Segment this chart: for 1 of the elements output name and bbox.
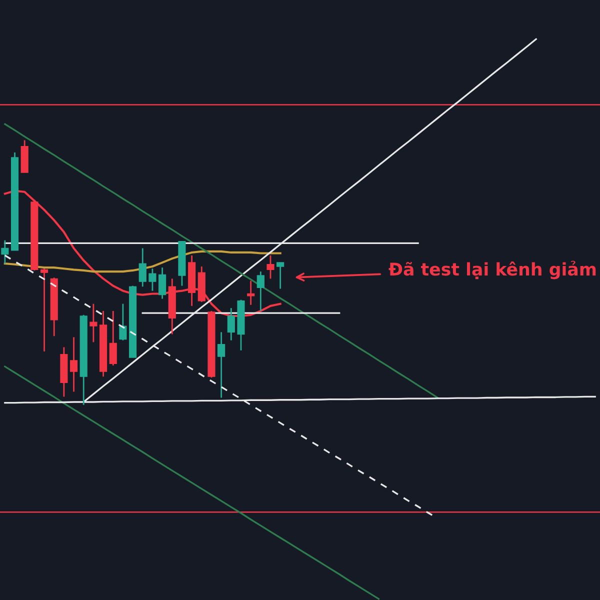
annotation: Đã test lại kênh giảm	[388, 260, 596, 280]
